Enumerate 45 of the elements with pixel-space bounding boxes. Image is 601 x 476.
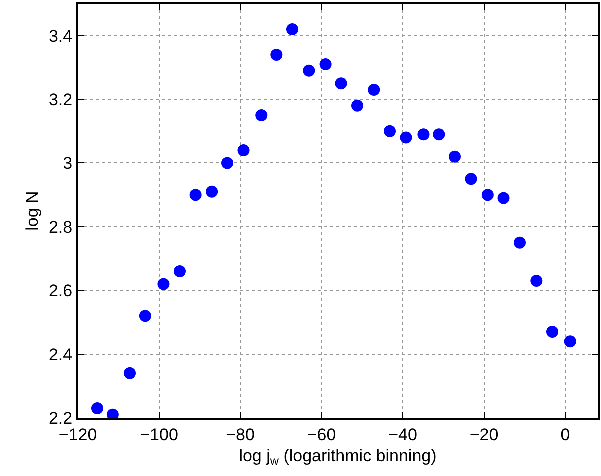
y-tick-label: 3.2 — [48, 90, 73, 110]
point — [124, 367, 136, 380]
point — [514, 236, 526, 249]
y-tick-label: 2.4 — [48, 345, 73, 364]
point — [238, 144, 250, 156]
x-tick-label: −80 — [226, 425, 255, 444]
point — [368, 84, 380, 96]
y-tick-label: 2.2 — [48, 408, 73, 428]
x-tick-label: −60 — [307, 425, 336, 444]
y-tick-label: 2.6 — [48, 282, 73, 301]
x-tick-label: −40 — [388, 425, 418, 444]
point — [139, 310, 152, 322]
point — [256, 109, 268, 122]
point — [270, 48, 283, 61]
y-tick-label: 3 — [63, 154, 73, 174]
x-tick-label: −120 — [58, 425, 98, 444]
point — [335, 78, 348, 90]
y-axis-title: log N — [23, 191, 42, 231]
point — [546, 326, 558, 338]
point — [433, 128, 446, 141]
point — [206, 186, 218, 198]
point — [158, 278, 170, 290]
point — [92, 402, 104, 414]
point — [418, 128, 430, 141]
point — [400, 132, 412, 144]
point — [449, 150, 461, 163]
point — [465, 173, 478, 186]
x-tick-label: −20 — [470, 425, 499, 444]
point — [384, 125, 396, 138]
point — [190, 189, 202, 202]
point — [498, 192, 510, 204]
x-tick-label: −100 — [140, 425, 178, 444]
point — [222, 157, 234, 170]
point — [174, 266, 186, 278]
point — [303, 64, 316, 77]
point — [530, 275, 543, 288]
point — [352, 100, 364, 112]
x-tick-label: 0 — [560, 425, 570, 444]
point — [320, 58, 332, 71]
point — [482, 189, 494, 202]
y-tick-label: 3.4 — [48, 26, 73, 46]
point — [564, 336, 576, 348]
y-tick-label: 2.8 — [48, 218, 73, 237]
point — [286, 23, 298, 36]
x-axis-title: log j$_{w}$ (logarithmic binning) — [239, 446, 437, 468]
